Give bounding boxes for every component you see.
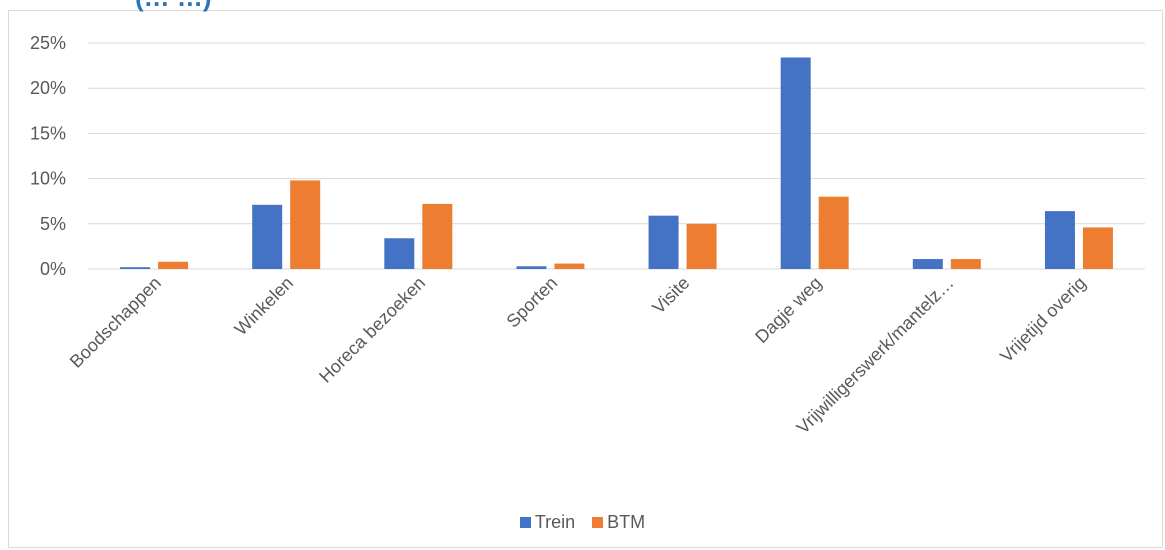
bar-btm-6	[950, 259, 981, 269]
category-label: Boodschappen	[66, 273, 165, 372]
category-label: Vrijetijd overig	[996, 273, 1090, 367]
bar-trein-7	[1044, 211, 1075, 269]
bar-trein-2	[384, 238, 415, 269]
bar-trein-3	[516, 266, 547, 269]
category-label: Vrijwilligerswerk/mantelz…	[793, 273, 958, 438]
bar-chart: 0% 5% 10% 15% 20% 25% Boodschappen Winkelen Hor…	[30, 33, 1145, 438]
gridlines	[88, 42, 1145, 270]
bar-trein-1	[252, 204, 283, 269]
y-tick-label: 0%	[40, 259, 66, 279]
bar-trein-4	[648, 215, 679, 269]
legend-item-trein: Trein	[519, 512, 576, 533]
bars	[120, 57, 1113, 269]
y-axis-ticks: 0% 5% 10% 15% 20% 25%	[30, 33, 66, 279]
category-label: Dagje weg	[751, 273, 825, 347]
chart-frame	[8, 10, 1163, 548]
category-labels: Boodschappen Winkelen Horeca bezoeken Sport…	[66, 273, 1090, 438]
legend-swatch-trein	[519, 517, 531, 528]
category-label: Visite	[648, 273, 693, 318]
legend-item-btm: BTM	[592, 512, 645, 533]
y-tick-label: 5%	[40, 214, 66, 234]
bar-btm-1	[290, 180, 321, 269]
bar-btm-5	[818, 196, 849, 269]
y-tick-label: 20%	[30, 78, 66, 98]
y-tick-label: 10%	[30, 169, 66, 189]
legend-label-trein: Trein	[534, 512, 576, 532]
category-label: Winkelen	[231, 273, 297, 339]
bar-btm-3	[554, 263, 585, 269]
y-tick-label: 25%	[30, 33, 66, 53]
y-tick-label: 15%	[30, 123, 66, 143]
bar-trein-0	[120, 267, 151, 269]
category-label: Horeca bezoeken	[315, 273, 429, 387]
bar-btm-7	[1082, 227, 1113, 269]
legend-swatch-btm	[592, 517, 604, 528]
bar-btm-0	[158, 261, 189, 269]
bar-btm-2	[422, 203, 453, 269]
bar-btm-4	[686, 223, 717, 269]
chart-title-partial: (… …)	[135, 0, 212, 10]
bar-trein-5	[780, 57, 811, 269]
legend-label-btm: BTM	[607, 512, 646, 532]
legend: Trein BTM	[0, 512, 1165, 533]
bar-trein-6	[912, 259, 943, 269]
category-label: Sporten	[503, 273, 562, 332]
